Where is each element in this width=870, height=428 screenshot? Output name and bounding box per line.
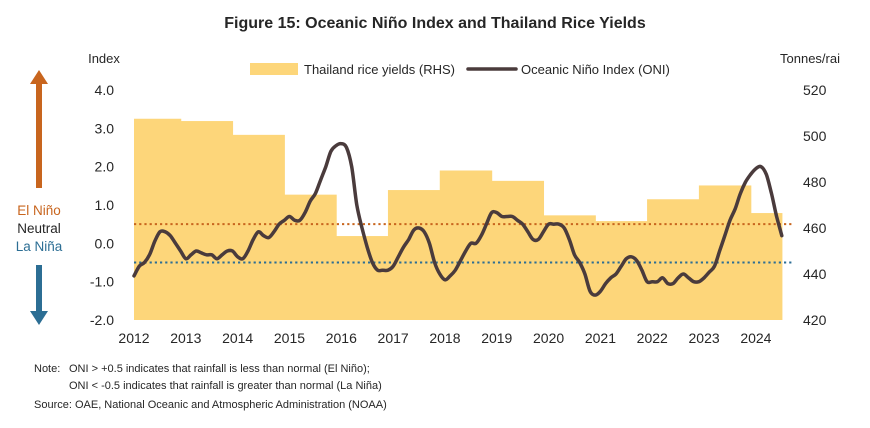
x-axis-ticks: 2012 2013 2014 2015 2016 2017 2018 2019 2020 2021…: [118, 330, 771, 346]
right-axis-tick-label: 500: [803, 128, 827, 144]
x-axis-tick-label: 2012: [118, 330, 149, 346]
rice-yield-bar-3: [284, 194, 337, 320]
la-nina-arrow-icon: [30, 311, 48, 325]
rice-yield-bar-7: [491, 180, 545, 320]
oni-line-group: [132, 141, 784, 297]
el-nino-arrow: [30, 70, 48, 188]
legend-label-oni: Oceanic Niño Index (ONI): [521, 62, 670, 77]
source-note: Source: OAE, National Oceanic and Atmosp…: [34, 399, 387, 411]
legend-label-rice-yields: Thailand rice yields (RHS): [304, 62, 455, 77]
rice-yield-bar-9: [595, 221, 648, 320]
note-label: Note:: [34, 363, 60, 375]
el-nino-label: El Niño: [17, 203, 61, 218]
left-axis-tick-label: 4.0: [95, 82, 115, 98]
rice-yield-area: [134, 118, 783, 320]
threshold-lines: [134, 223, 794, 264]
left-axis-tick-label: 2.0: [95, 159, 115, 175]
rice-yield-bar-12: [750, 213, 783, 320]
x-axis-tick-label: 2024: [740, 330, 771, 346]
legend-swatch-rice-yields: [250, 63, 298, 75]
x-axis-tick-label: 2019: [481, 330, 512, 346]
left-axis-tick-label: 3.0: [95, 120, 115, 136]
left-axis-tick-label: -2.0: [90, 312, 114, 328]
legend: Thailand rice yields (RHS) Oceanic Niño …: [250, 62, 670, 77]
rice-yield-bar-6: [439, 170, 493, 320]
x-axis-tick-label: 2020: [533, 330, 564, 346]
chart-title: Figure 15: Oceanic Niño Index and Thaila…: [224, 15, 646, 32]
x-axis-tick-label: 2013: [170, 330, 201, 346]
left-axis-unit-label: Index: [88, 51, 120, 66]
left-axis-tick-label: 1.0: [95, 197, 115, 213]
rice-yield-bar-1: [180, 121, 234, 320]
el-nino-arrow-icon: [30, 70, 48, 84]
rice-yield-bar-0: [134, 118, 182, 320]
note-line-1: ONI > +0.5 indicates that rainfall is le…: [69, 363, 370, 375]
x-axis-tick-label: 2018: [429, 330, 460, 346]
x-axis-tick-label: 2021: [585, 330, 616, 346]
left-axis-ticks: 4.0 3.0 2.0 1.0 0.0 -1.0 -2.0: [90, 82, 114, 328]
right-axis-ticks: 520 500 480 460 440 420: [803, 82, 827, 328]
x-axis-tick-label: 2014: [222, 330, 253, 346]
x-axis-tick-label: 2023: [689, 330, 720, 346]
neutral-label: Neutral: [17, 221, 61, 236]
la-nina-arrow: [30, 265, 48, 325]
x-axis-tick-label: 2022: [637, 330, 668, 346]
la-nina-label: La Niña: [16, 239, 63, 254]
left-axis-tick-label: 0.0: [95, 235, 115, 251]
right-axis-tick-label: 440: [803, 266, 827, 282]
rice-yield-bar-4: [336, 236, 389, 320]
right-axis-tick-label: 480: [803, 174, 827, 190]
rice-yield-bar-11: [698, 185, 752, 320]
left-axis-tick-label: -1.0: [90, 274, 114, 290]
right-axis-tick-label: 420: [803, 312, 827, 328]
x-axis-tick-label: 2016: [326, 330, 357, 346]
right-axis-tick-label: 520: [803, 82, 827, 98]
note-line-2: ONI < -0.5 indicates that rainfall is gr…: [69, 380, 382, 392]
right-axis-unit-label: Tonnes/rai: [780, 51, 840, 66]
right-axis-tick-label: 460: [803, 220, 827, 236]
x-axis-tick-label: 2017: [378, 330, 409, 346]
oni-line: [132, 141, 784, 297]
x-axis-tick-label: 2015: [274, 330, 305, 346]
rice-yield-bar-8: [543, 215, 596, 320]
rice-yield-bar-10: [647, 199, 700, 320]
